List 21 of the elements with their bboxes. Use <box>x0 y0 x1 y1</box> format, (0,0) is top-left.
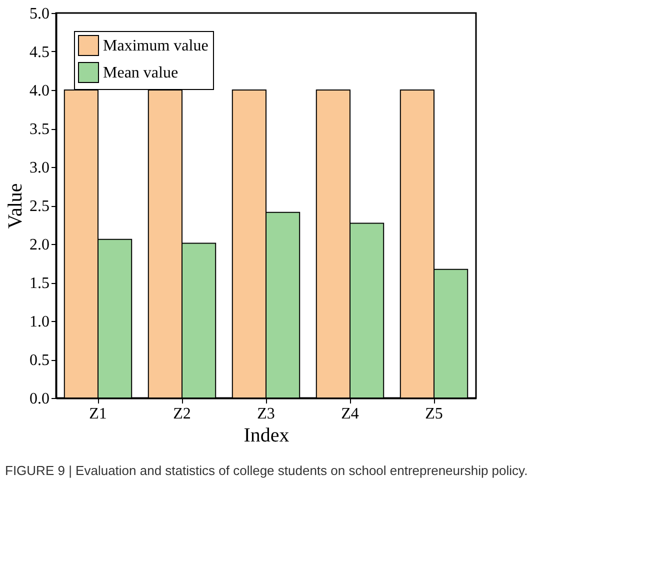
y-axis-title: Value <box>4 183 26 229</box>
y-tick-label: 2.5 <box>30 198 50 215</box>
y-tick-label: 4.0 <box>30 82 50 100</box>
y-tick-label: 4.5 <box>30 44 50 61</box>
legend-label: Mean value <box>103 64 178 82</box>
legend-label: Maximum value <box>103 38 208 54</box>
x-axis-title: Index <box>244 424 290 446</box>
y-tick-label: 5.0 <box>30 6 50 22</box>
x-tick-label: Z3 <box>257 406 275 422</box>
x-tick-label: Z2 <box>173 406 191 422</box>
y-tick-label: 1.0 <box>30 314 50 330</box>
caption: FIGURE 9 | Evaluation and statistics of college students on school entrepreneurship policy. <box>5 463 528 478</box>
y-tick-label: 2.0 <box>30 236 50 254</box>
y-tick-label: 1.5 <box>30 275 50 292</box>
x-tick-label: Z1 <box>89 406 107 422</box>
x-tick-label: Z5 <box>425 406 443 422</box>
y-tick-label: 0.5 <box>30 352 50 369</box>
x-tick-label: Z4 <box>341 406 359 422</box>
y-tick-label: 3.0 <box>30 160 50 176</box>
y-tick-label: 3.5 <box>30 121 50 138</box>
y-tick-label: 0.0 <box>30 390 50 408</box>
